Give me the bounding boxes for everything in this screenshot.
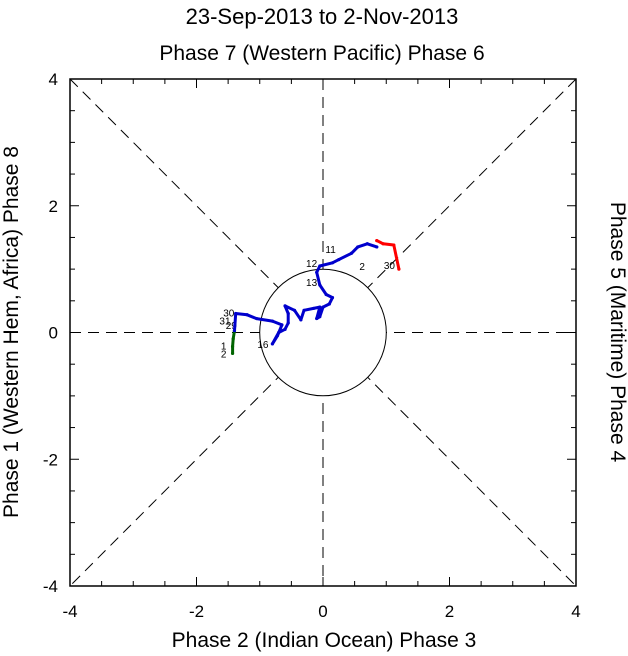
day-label-october: 13: [306, 278, 318, 289]
day-label-october: 31: [219, 317, 231, 328]
y-tick-label: 2: [49, 197, 58, 216]
series-point-november: [375, 239, 379, 243]
series-point-september: [230, 351, 235, 356]
series-point-october: [330, 261, 335, 265]
series-point-october: [245, 313, 249, 317]
series-point-october: [321, 305, 325, 309]
x-axis-label: Phase 2 (Indian Ocean) Phase 3: [172, 629, 477, 652]
series-point-october: [254, 316, 259, 321]
series-point-october: [286, 321, 290, 325]
series-line-november: [375, 239, 401, 271]
series-point-october: [292, 308, 297, 312]
series-point-october: [270, 342, 274, 346]
day-label-october: 12: [306, 259, 318, 270]
series-point-october: [365, 242, 369, 246]
series-point-october: [275, 334, 280, 338]
y-tick-label: 4: [49, 70, 58, 89]
series-point-october: [234, 311, 238, 316]
x-tick-label: 2: [445, 602, 454, 621]
day-label-november: 30: [384, 261, 396, 272]
series-point-october: [356, 245, 360, 249]
series-point-november: [392, 243, 396, 247]
series-point-october: [232, 328, 237, 333]
series-point-october: [337, 258, 341, 262]
y-tick-label: -2: [43, 450, 58, 469]
x-tick-label: -2: [189, 602, 204, 621]
series-point-october: [302, 308, 306, 312]
diagonal-line-2: [69, 78, 577, 587]
series-point-october: [318, 283, 322, 287]
diagonal-line-1: [69, 78, 577, 587]
day-label-october: 1: [221, 341, 227, 352]
day-label-november: 2: [359, 262, 365, 273]
unit-circle: [259, 268, 387, 397]
y-tick-label: -4: [43, 577, 58, 596]
day-label-september: 29: [226, 321, 238, 332]
day-label-october: 16: [257, 340, 269, 351]
day-label-september: 30: [223, 308, 235, 319]
series-point-october: [299, 318, 303, 322]
series-point-october: [283, 327, 287, 331]
y-axis-label-right: Phase 5 (Maritime) Phase 4: [606, 202, 628, 463]
series-point-october: [286, 311, 290, 316]
series-point-september: [230, 344, 235, 349]
series-point-october: [318, 264, 322, 268]
series-point-october: [327, 302, 331, 306]
x-tick-label: 4: [571, 602, 580, 621]
series-point-october: [315, 316, 319, 321]
series-point-october: [318, 315, 322, 319]
series-point-september: [231, 337, 235, 341]
series-line-september: [231, 329, 236, 355]
x-tick-label: -4: [62, 602, 77, 621]
series-point-october: [270, 319, 274, 323]
y-tick-label: 0: [49, 324, 58, 343]
plot-area: [69, 78, 577, 587]
series-point-october: [283, 304, 287, 308]
series-point-october: [311, 306, 316, 311]
chart-subtitle: Phase 7 (Western Pacific) Phase 6: [159, 42, 484, 65]
series-point-october: [277, 330, 281, 335]
series-point-october: [349, 251, 354, 255]
chart-title: 23-Sep-2013 to 2-Nov-2013: [186, 4, 459, 29]
series-point-october: [330, 296, 335, 300]
series-point-october: [375, 245, 379, 249]
series-point-october: [324, 292, 328, 297]
series-point-november: [397, 267, 401, 271]
day-label-october: 11: [325, 245, 336, 256]
day-label-october: 2: [221, 350, 227, 361]
series-point-october: [315, 270, 319, 274]
x-tick-label: 0: [318, 602, 327, 621]
y-axis-label-left: Phase 1 (Western Hem, Africa) Phase 8: [0, 146, 23, 518]
axis-ticks: -4 -2 0 2 4 -4 -2 0 2 4: [43, 70, 581, 621]
series-point-october: [280, 323, 284, 327]
series-point-november: [381, 242, 385, 246]
series-point-october: [318, 305, 322, 309]
